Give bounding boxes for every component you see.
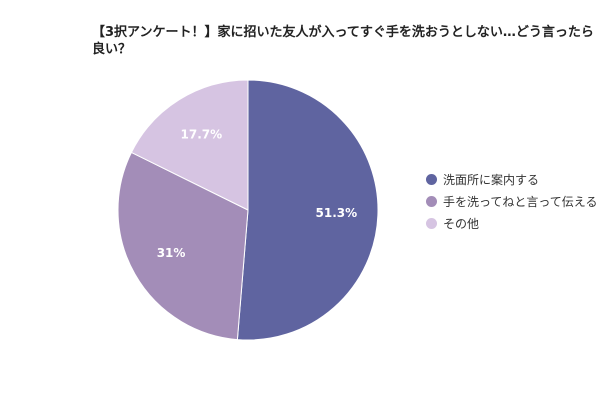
data-label: 51.3% — [316, 206, 358, 220]
legend-label: 手を洗ってねと言って伝える — [443, 195, 598, 209]
data-label: 17.7% — [181, 127, 223, 141]
legend-label: その他 — [443, 217, 480, 231]
chart-title: 【3択アンケート！】家に招いた友人が入ってすぐ手を洗おうとしない…どう言ったら良… — [92, 25, 594, 57]
legend-item: 洗面所に案内する — [426, 172, 598, 188]
legend-swatch — [426, 218, 437, 229]
pie-slice — [236, 79, 379, 341]
legend-swatch — [426, 174, 437, 185]
legend-item: その他 — [426, 216, 598, 232]
legend: 洗面所に案内する手を洗ってねと言って伝える その他 — [426, 172, 598, 238]
pie-slice — [130, 79, 249, 211]
legend-label: 洗面所に案内する — [443, 173, 540, 187]
legend-swatch — [426, 196, 437, 207]
data-label: 31% — [157, 246, 186, 260]
legend-item: 手を洗ってねと言って伝える — [426, 194, 598, 210]
pie-slice — [117, 151, 249, 341]
